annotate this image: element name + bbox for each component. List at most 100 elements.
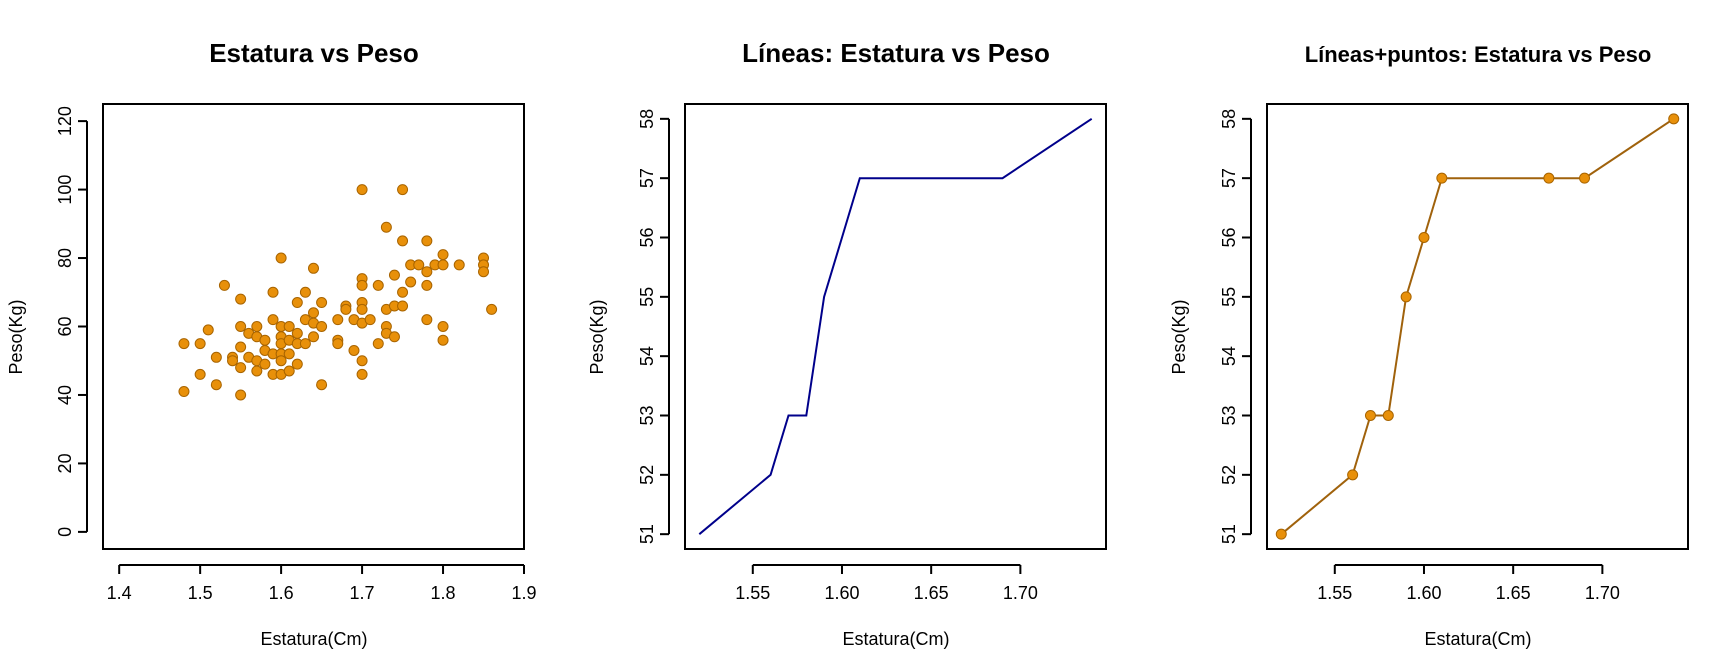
- y-tick-label: 55: [637, 287, 657, 307]
- data-point: [1668, 113, 1680, 125]
- chart-title: Líneas+puntos: Estatura vs Peso: [1305, 42, 1652, 67]
- data-point: [235, 341, 247, 353]
- y-tick-label: 57: [1219, 168, 1239, 188]
- x-tick-label: 1.70: [1585, 583, 1620, 603]
- data-point: [235, 362, 247, 374]
- data-point: [437, 259, 449, 271]
- data-point: [316, 379, 328, 391]
- x-tick-label: 1.6: [269, 583, 294, 603]
- x-tick-label: 1.7: [350, 583, 375, 603]
- data-point: [267, 314, 279, 326]
- y-axis: 51 52 53 54 55 56 57 58: [637, 109, 670, 544]
- x-tick-label: 1.60: [824, 583, 859, 603]
- data-point: [178, 338, 190, 350]
- data-point: [388, 331, 400, 343]
- data-point: [275, 252, 287, 264]
- data-point: [283, 348, 295, 360]
- y-tick-label: 56: [1219, 227, 1239, 247]
- data-point: [1364, 410, 1376, 421]
- data-point: [235, 293, 247, 305]
- x-tick-label: 1.55: [735, 583, 770, 603]
- y-axis-label: Peso(Kg): [1169, 299, 1189, 374]
- x-tick-label: 1.4: [107, 583, 132, 603]
- y-axis-label: Peso(Kg): [6, 299, 26, 374]
- data-point: [235, 389, 247, 401]
- x-axis-label: Estatura(Cm): [1424, 629, 1531, 649]
- data-point: [308, 262, 319, 274]
- y-tick-label: 51: [1219, 524, 1239, 544]
- data-point: [316, 321, 328, 332]
- data-point: [291, 358, 303, 370]
- y-tick-label: 52: [1219, 465, 1239, 485]
- chart-title: Líneas: Estatura vs Peso: [742, 38, 1050, 68]
- y-tick-label: 58: [637, 109, 657, 129]
- data-point: [364, 314, 376, 326]
- plot-frame: [1266, 103, 1689, 550]
- data-point: [1579, 172, 1591, 184]
- data-point: [1418, 232, 1430, 243]
- data-point: [194, 338, 206, 350]
- y-tick-label: 52: [637, 465, 657, 485]
- y-tick-label: 54: [637, 346, 657, 366]
- data-point: [194, 368, 206, 380]
- data-point: [178, 386, 190, 398]
- data-point: [210, 351, 222, 363]
- data-point: [283, 365, 295, 377]
- x-tick-label: 1.70: [1003, 583, 1038, 603]
- data-point: [372, 279, 384, 291]
- data-point: [251, 365, 263, 377]
- y-tick-label: 51: [637, 524, 657, 544]
- scatter-panel: Estatura vs Peso Estatura(Cm) Peso(Kg) 1…: [6, 38, 537, 649]
- data-point: [308, 307, 319, 319]
- data-point: [340, 303, 352, 315]
- y-tick-label: 58: [1219, 109, 1239, 129]
- line-panel: Líneas: Estatura vs Peso Estatura(Cm) Pe…: [587, 38, 1107, 649]
- data-point: [1543, 172, 1555, 184]
- data-point: [356, 279, 368, 291]
- data-point: [1400, 291, 1412, 303]
- data-point: [356, 303, 368, 315]
- data-point: [397, 286, 409, 298]
- data-point: [397, 184, 409, 196]
- data-point: [291, 327, 303, 339]
- plot-frame: [102, 103, 525, 550]
- data-point: [235, 321, 247, 332]
- data-line: [698, 117, 1093, 535]
- x-axis: 1.4 1.5 1.6 1.7 1.8 1.9: [107, 564, 537, 603]
- data-point: [421, 266, 433, 278]
- data-point: [356, 368, 368, 380]
- data-point: [259, 358, 271, 370]
- y-axis: 51 52 53 54 55 56 57 58: [1219, 109, 1252, 544]
- data-point: [478, 266, 490, 278]
- y-tick-label: 120: [55, 106, 75, 136]
- y-tick-label: 53: [637, 405, 657, 425]
- x-tick-label: 1.65: [1496, 583, 1531, 603]
- data-point: [356, 184, 368, 196]
- chart-title: Estatura vs Peso: [209, 38, 419, 68]
- data-point: [291, 297, 303, 309]
- data-point: [397, 300, 409, 312]
- data-point: [227, 355, 239, 367]
- data-point: [267, 286, 279, 298]
- data-point: [437, 321, 449, 332]
- y-tick-label: 80: [55, 248, 75, 268]
- data-point: [413, 259, 425, 271]
- x-tick-label: 1.65: [914, 583, 949, 603]
- y-tick-label: 40: [55, 385, 75, 405]
- y-axis-label: Peso(Kg): [587, 299, 607, 374]
- data-point: [356, 355, 368, 367]
- data-point: [251, 321, 263, 332]
- data-point: [397, 235, 409, 247]
- data-point: [308, 331, 319, 343]
- data-point: [1347, 469, 1359, 481]
- x-tick-label: 1.5: [188, 583, 213, 603]
- data-point: [299, 286, 311, 298]
- data-points: [178, 184, 498, 401]
- data-point: [453, 259, 465, 271]
- data-point: [1436, 172, 1448, 184]
- y-tick-label: 0: [55, 527, 75, 537]
- series-line: [698, 117, 1093, 535]
- y-axis: 0 20 40 60 80 100 120: [55, 106, 88, 537]
- data-point: [348, 344, 360, 356]
